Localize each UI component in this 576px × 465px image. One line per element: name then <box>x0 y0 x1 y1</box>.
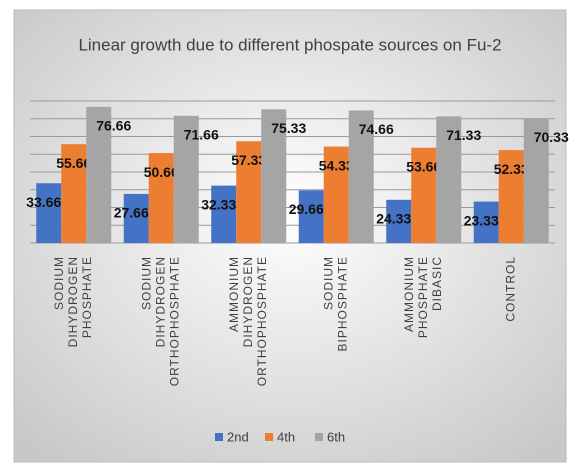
x-tick-label: PHOSPHATE <box>80 256 94 338</box>
legend-label: 6th <box>327 429 345 444</box>
x-tick-label: SODIUM <box>139 256 153 310</box>
bar <box>123 193 149 243</box>
x-tick-label: SODIUM <box>52 256 66 310</box>
data-label: 32.33 <box>201 196 236 212</box>
data-label: 70.33 <box>534 129 569 145</box>
data-label: 71.33 <box>446 127 481 143</box>
data-label: 55.66 <box>56 155 91 171</box>
legend-swatch <box>315 433 323 441</box>
bar <box>386 199 412 243</box>
data-label: 71.66 <box>184 127 219 143</box>
data-label: 57.33 <box>231 152 266 168</box>
bar <box>261 109 287 244</box>
x-tick-label: ORTHOPHOSPHATE <box>255 256 269 386</box>
x-tick-label: DIHYDROGEN <box>153 256 167 347</box>
bar <box>86 106 112 243</box>
chart-title: Linear growth due to different phospate … <box>78 35 501 54</box>
bar <box>323 146 349 243</box>
bar <box>523 118 549 243</box>
x-tick-label: ORTHOPHOSPHATE <box>167 256 181 386</box>
bar <box>211 185 237 243</box>
x-tick-label: SODIUM <box>321 256 335 310</box>
x-tick-label: PHOSPHATE <box>416 256 430 338</box>
data-label: 29.66 <box>289 201 324 217</box>
bar <box>473 201 499 243</box>
legend-label: 2nd <box>227 429 249 444</box>
bar <box>61 144 87 243</box>
data-label: 24.33 <box>376 211 411 227</box>
bar <box>436 116 462 243</box>
data-label: 52.33 <box>494 161 529 177</box>
x-tick-label: AMMONIUM <box>402 256 416 332</box>
bar <box>298 190 324 243</box>
data-label: 27.66 <box>114 205 149 221</box>
data-label: 53.66 <box>406 158 441 174</box>
bar <box>236 141 262 243</box>
x-tick-label: DIBASIC <box>430 256 444 311</box>
data-label: 76.66 <box>96 118 131 134</box>
data-label: 23.33 <box>464 212 499 228</box>
bar <box>36 183 62 243</box>
x-tick-label: DIHYDROGEN <box>241 256 255 347</box>
bar <box>498 150 524 243</box>
x-tick-label: AMMONIUM <box>227 256 241 332</box>
data-label: 33.66 <box>26 194 61 210</box>
data-label: 74.66 <box>359 121 394 137</box>
legend-label: 4th <box>277 429 295 444</box>
bar <box>148 153 174 243</box>
legend-swatch <box>215 433 223 441</box>
bar <box>348 110 374 243</box>
x-tick-label: CONTROL <box>503 256 517 322</box>
bar <box>411 147 437 243</box>
data-label: 54.33 <box>319 157 354 173</box>
data-label: 75.33 <box>271 120 306 136</box>
legend-swatch <box>265 433 273 441</box>
x-tick-label: DIHYDROGEN <box>66 256 80 347</box>
data-label: 50.66 <box>144 164 179 180</box>
bar <box>173 115 199 243</box>
x-tick-label: BIPHOSPHATE <box>335 256 349 351</box>
